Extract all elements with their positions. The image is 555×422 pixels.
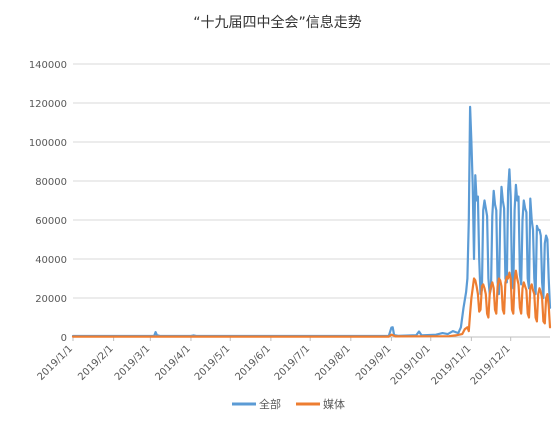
y-tick-label: 140000 <box>29 60 67 71</box>
y-tick-label: 100000 <box>29 138 67 149</box>
legend-label: 全部 <box>259 397 281 411</box>
legend-label: 媒体 <box>323 397 345 411</box>
x-tick-label: 2019/12/1 <box>469 343 513 387</box>
x-tick-label: 2019/8/1 <box>313 343 353 383</box>
x-tick-label: 2019/10/1 <box>389 343 433 387</box>
x-tick-label: 2019/11/1 <box>429 343 473 387</box>
y-tick-label: 20000 <box>35 294 67 305</box>
x-tick-label: 2019/1/1 <box>36 343 76 383</box>
chart-title: “十九届四中全会”信息走势 <box>193 15 362 31</box>
x-tick-label: 2019/4/1 <box>154 343 194 383</box>
series-line <box>71 269 552 338</box>
y-tick-label: 80000 <box>35 177 67 188</box>
y-tick-label: 40000 <box>35 255 67 266</box>
y-axis-tick-labels: 0 20000 40000 60000 80000 100000 120000 140000 <box>29 60 67 344</box>
x-tick-label: 2019/3/1 <box>113 343 153 383</box>
series-line <box>71 105 552 338</box>
y-tick-label: 120000 <box>29 99 67 110</box>
x-tick-label: 2019/7/1 <box>273 343 313 383</box>
series-lines <box>71 105 552 338</box>
y-tick-label: 0 <box>61 333 67 344</box>
x-tick-label: 2019/9/1 <box>354 343 394 383</box>
legend: 全部 媒体 <box>232 397 345 411</box>
y-tick-label: 60000 <box>35 216 67 227</box>
x-tick-label: 2019/6/1 <box>233 343 273 383</box>
x-tick-label: 2019/2/1 <box>76 343 116 383</box>
x-tick-label: 2019/5/1 <box>193 343 233 383</box>
